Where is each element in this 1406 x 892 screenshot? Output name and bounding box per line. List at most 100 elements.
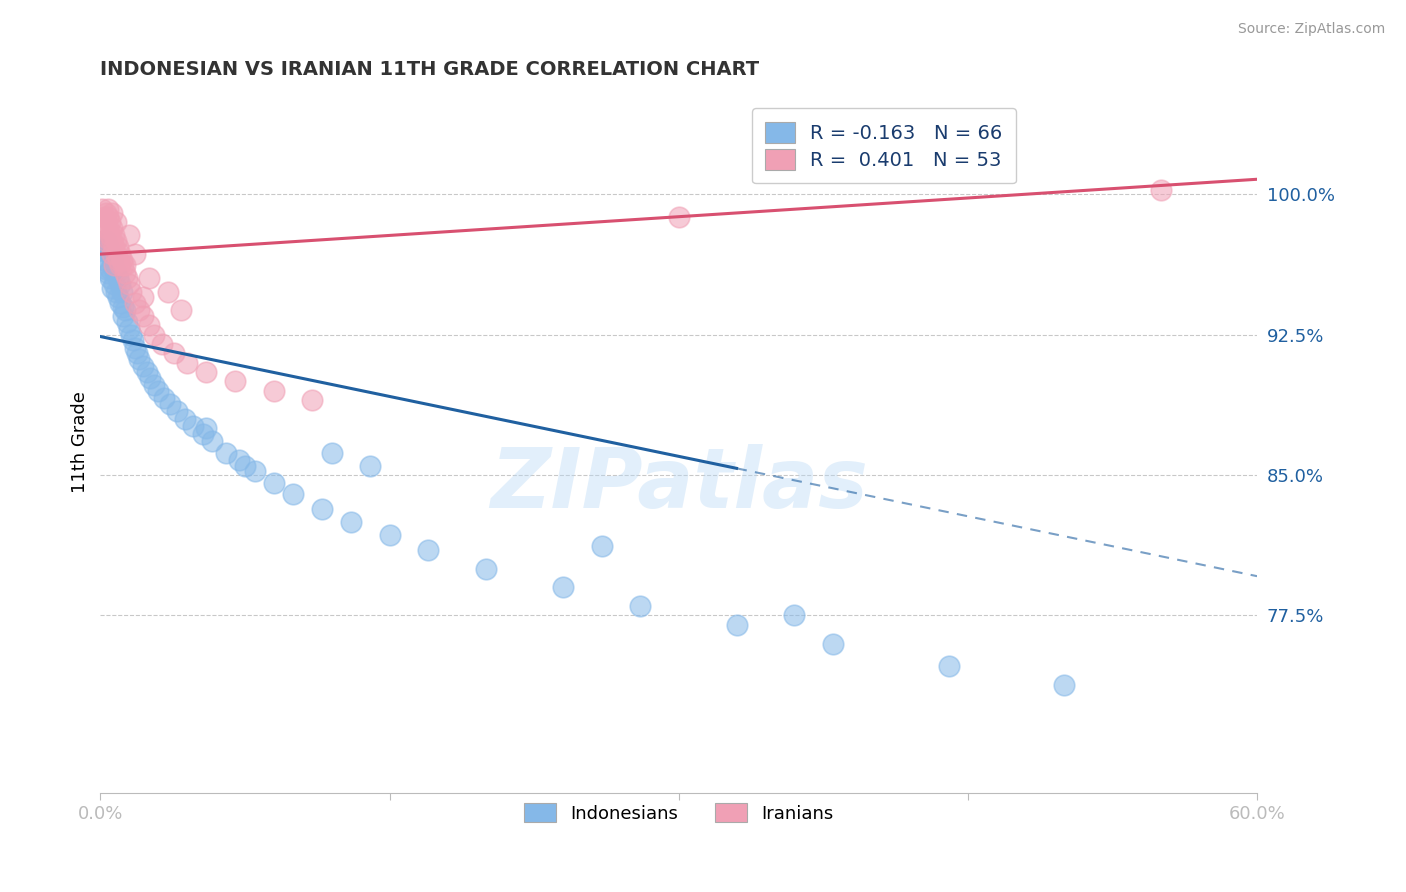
- Point: [938, 659, 960, 673]
- Point: [263, 475, 285, 490]
- Point: [214, 445, 236, 459]
- Point: [110, 252, 132, 267]
- Point: [170, 303, 193, 318]
- Text: ZIPatlas: ZIPatlas: [489, 444, 868, 524]
- Point: [243, 464, 266, 478]
- Point: [124, 341, 146, 355]
- Point: [112, 300, 135, 314]
- Point: [120, 285, 142, 299]
- Point: [97, 202, 120, 217]
- Point: [281, 487, 304, 501]
- Point: [378, 528, 401, 542]
- Point: [101, 247, 124, 261]
- Point: [93, 215, 115, 229]
- Point: [174, 412, 197, 426]
- Point: [125, 346, 148, 360]
- Point: [107, 252, 129, 267]
- Point: [201, 434, 224, 449]
- Point: [143, 327, 166, 342]
- Point: [101, 252, 124, 267]
- Point: [143, 378, 166, 392]
- Point: [118, 277, 141, 292]
- Point: [150, 337, 173, 351]
- Y-axis label: 11th Grade: 11th Grade: [72, 392, 89, 493]
- Point: [124, 247, 146, 261]
- Point: [195, 365, 218, 379]
- Point: [166, 404, 188, 418]
- Point: [132, 290, 155, 304]
- Point: [114, 259, 136, 273]
- Point: [118, 322, 141, 336]
- Point: [591, 539, 613, 553]
- Text: Source: ZipAtlas.com: Source: ZipAtlas.com: [1237, 22, 1385, 37]
- Point: [176, 356, 198, 370]
- Point: [104, 247, 127, 261]
- Point: [107, 290, 129, 304]
- Point: [103, 259, 125, 273]
- Point: [98, 271, 121, 285]
- Point: [101, 221, 124, 235]
- Point: [98, 228, 121, 243]
- Point: [104, 215, 127, 229]
- Point: [138, 318, 160, 333]
- Point: [340, 515, 363, 529]
- Point: [153, 392, 176, 406]
- Point: [138, 271, 160, 285]
- Point: [122, 333, 145, 347]
- Point: [117, 314, 139, 328]
- Point: [97, 210, 120, 224]
- Point: [112, 259, 135, 273]
- Point: [93, 234, 115, 248]
- Point: [93, 252, 115, 267]
- Point: [93, 210, 115, 224]
- Point: [233, 458, 256, 473]
- Point: [263, 384, 285, 398]
- Point: [128, 303, 150, 318]
- Point: [191, 426, 214, 441]
- Point: [101, 234, 124, 248]
- Point: [117, 271, 139, 285]
- Point: [91, 244, 114, 258]
- Point: [94, 262, 117, 277]
- Point: [124, 295, 146, 310]
- Point: [107, 271, 129, 285]
- Point: [94, 234, 117, 248]
- Point: [118, 228, 141, 243]
- Point: [821, 636, 844, 650]
- Point: [94, 206, 117, 220]
- Point: [98, 262, 121, 277]
- Point: [321, 445, 343, 459]
- Point: [1149, 184, 1171, 198]
- Point: [112, 309, 135, 323]
- Point: [101, 206, 124, 220]
- Point: [108, 259, 131, 273]
- Point: [224, 375, 246, 389]
- Point: [1053, 678, 1076, 692]
- Point: [139, 370, 162, 384]
- Point: [108, 247, 131, 261]
- Point: [135, 365, 157, 379]
- Point: [159, 397, 181, 411]
- Point: [91, 202, 114, 217]
- Point: [148, 384, 170, 398]
- Point: [551, 581, 574, 595]
- Point: [104, 234, 127, 248]
- Point: [128, 351, 150, 366]
- Point: [97, 221, 120, 235]
- Point: [416, 543, 439, 558]
- Point: [725, 618, 748, 632]
- Point: [156, 285, 179, 299]
- Point: [94, 221, 117, 235]
- Point: [103, 228, 125, 243]
- Point: [103, 277, 125, 292]
- Point: [181, 419, 204, 434]
- Point: [108, 277, 131, 292]
- Point: [228, 453, 250, 467]
- Point: [132, 359, 155, 374]
- Point: [104, 285, 127, 299]
- Point: [359, 458, 381, 473]
- Point: [301, 393, 323, 408]
- Point: [98, 215, 121, 229]
- Point: [114, 266, 136, 280]
- Point: [101, 281, 124, 295]
